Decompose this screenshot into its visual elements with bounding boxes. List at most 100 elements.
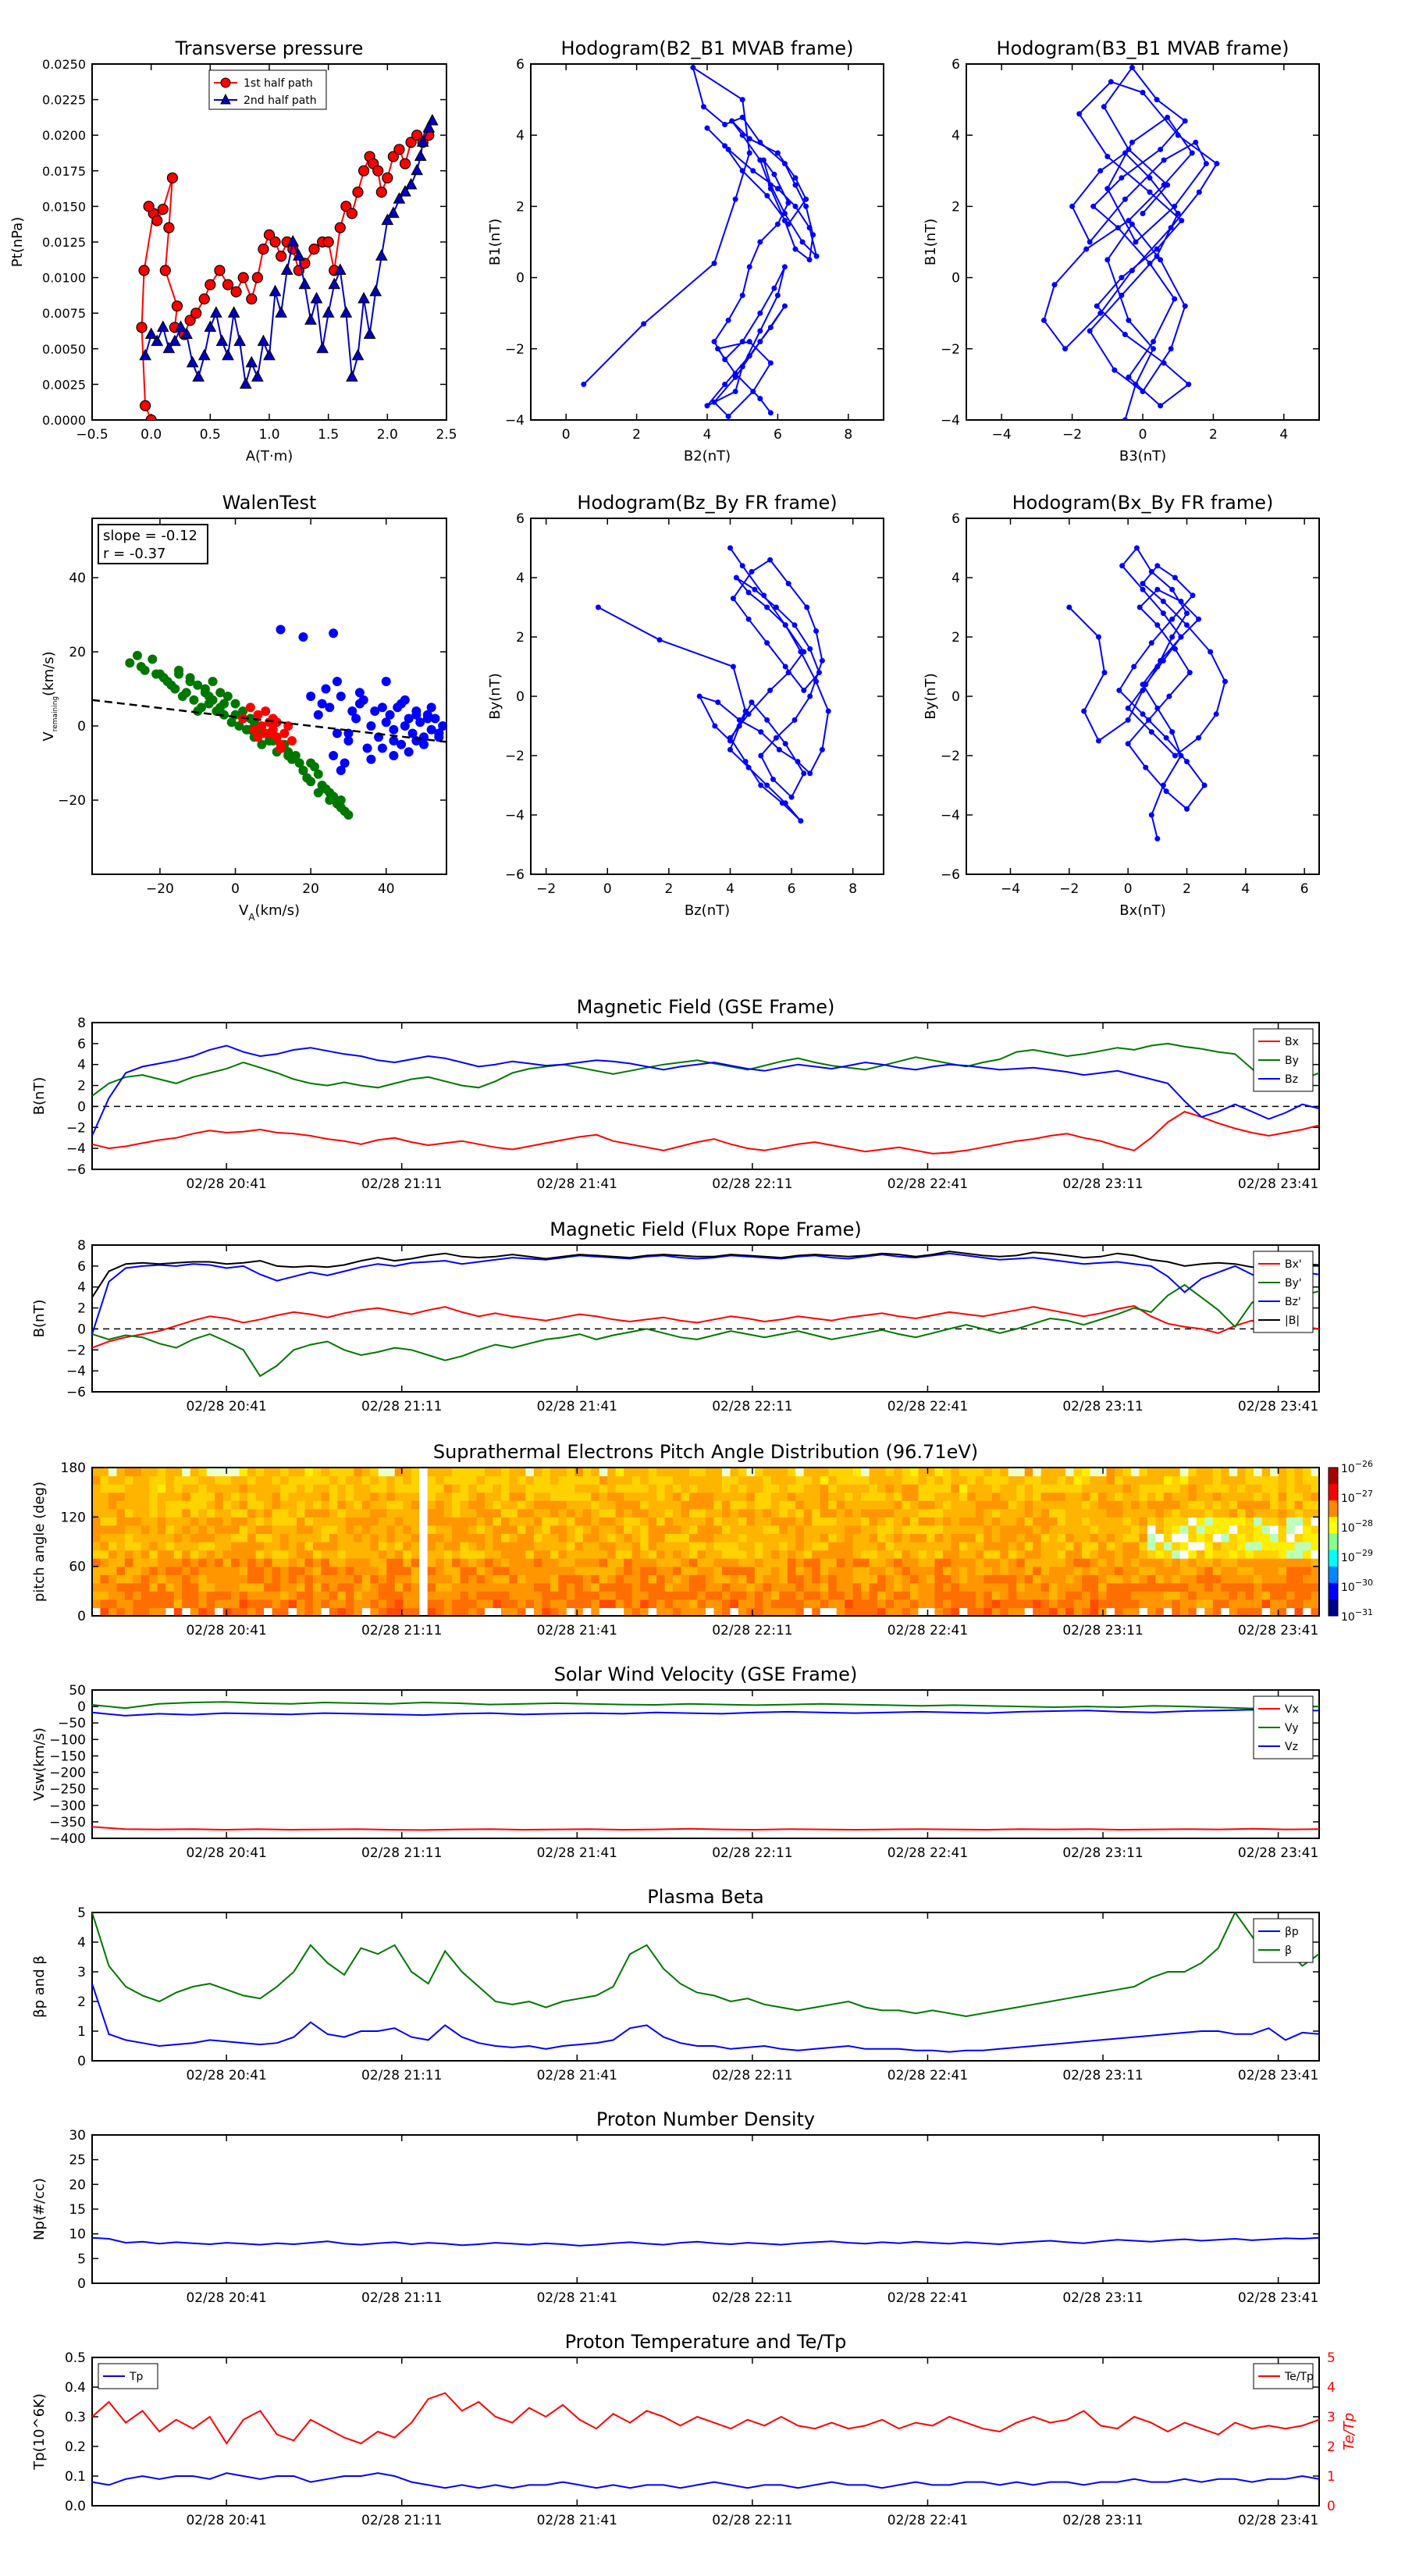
pitch-angle-distribution-cell: [354, 1574, 363, 1584]
pitch-angle-distribution-cell: [942, 1525, 951, 1535]
pitch-angle-distribution-cell: [182, 1468, 191, 1477]
transverse-pressure-point: [346, 370, 358, 382]
pitch-angle-distribution-cell: [264, 1533, 273, 1542]
pitch-angle-distribution-cell: [157, 1500, 166, 1510]
transverse-pressure-point: [381, 213, 394, 226]
pitch-angle-distribution-cell: [951, 1582, 960, 1592]
pitch-angle-distribution-cell: [419, 1517, 429, 1526]
hodogram-b2-b1-point: [771, 285, 777, 291]
pitch-angle-distribution-cell: [664, 1574, 674, 1584]
pitch-angle-distribution-cell: [1229, 1484, 1238, 1493]
pitch-angle-distribution-cell: [803, 1468, 813, 1477]
pitch-angle-distribution-cell: [1179, 1574, 1189, 1584]
pitch-angle-distribution-cell: [361, 1492, 371, 1501]
pitch-angle-distribution-cell: [984, 1484, 993, 1493]
pitch-angle-distribution-cell: [378, 1607, 387, 1616]
pitch-angle-distribution-cell: [631, 1566, 641, 1575]
pitch-angle-distribution-cell: [869, 1566, 878, 1575]
pitch-angle-distribution-cell: [640, 1566, 649, 1575]
pitch-angle-distribution-cell: [452, 1484, 461, 1493]
hodogram-b3-b1-point: [1104, 186, 1111, 192]
pitch-angle-distribution-cell: [108, 1591, 118, 1600]
pitch-angle-distribution-cell: [1229, 1492, 1238, 1501]
pitch-angle-distribution-cell: [92, 1582, 101, 1592]
pitch-angle-distribution-cell: [721, 1468, 731, 1477]
pitch-angle-distribution-cell: [337, 1500, 347, 1510]
pitch-angle-distribution-cell: [354, 1517, 363, 1526]
pitch-angle-distribution-cell: [738, 1484, 747, 1493]
transverse-pressure-legend-marker: [220, 93, 231, 105]
pitch-angle-distribution-cell: [190, 1558, 199, 1567]
pitch-angle-distribution-cell: [1278, 1475, 1287, 1485]
pitch-angle-distribution-cell: [885, 1599, 895, 1609]
pitch-angle-distribution-cell: [329, 1475, 338, 1485]
pitch-angle-distribution-cell: [1049, 1468, 1058, 1477]
pitch-angle-distribution-cell: [100, 1566, 109, 1575]
pitch-angle-distribution-cell: [558, 1566, 567, 1575]
pitch-angle-distribution-cell: [1000, 1566, 1009, 1575]
hodogram-b2-b1-point: [746, 353, 752, 359]
pitch-angle-distribution-cell: [304, 1542, 314, 1551]
pitch-angle-distribution-cell: [1040, 1533, 1050, 1542]
pitch-angle-distribution-cell: [108, 1558, 118, 1567]
pitch-angle-distribution-cell: [370, 1599, 379, 1609]
hodogram-bx-by-point: [1125, 717, 1131, 723]
pitch-angle-distribution-cell: [427, 1574, 436, 1584]
pitch-angle-distribution-cell: [918, 1558, 927, 1567]
transverse-pressure-point: [159, 265, 171, 276]
hodogram-bz-by-point: [712, 723, 718, 729]
hodogram-bx-by-ylabel: By(nT): [923, 673, 939, 719]
pitch-angle-distribution-cell: [689, 1525, 699, 1535]
pitch-angle-distribution-cell: [1172, 1484, 1181, 1493]
pitch-angle-distribution-colorbar-segment: [1329, 1599, 1338, 1617]
pitch-angle-distribution-cell: [149, 1508, 158, 1517]
pitch-angle-distribution-cell: [1065, 1492, 1075, 1501]
pitch-angle-distribution-cell: [1245, 1492, 1254, 1501]
pitch-angle-distribution-cell: [116, 1475, 126, 1485]
pitch-angle-distribution-cell: [984, 1500, 993, 1510]
pitch-angle-distribution-cell: [378, 1500, 387, 1510]
hodogram-bx-by-point: [1131, 664, 1137, 670]
pitch-angle-distribution-cell: [574, 1582, 584, 1592]
pitch-angle-distribution-cell: [770, 1517, 780, 1526]
pitch-angle-distribution-cell: [934, 1607, 944, 1616]
pitch-angle-distribution-cell: [566, 1550, 575, 1559]
pitch-angle-distribution-cell: [403, 1492, 412, 1501]
pitch-angle-distribution-cell: [100, 1607, 109, 1616]
pitch-angle-distribution-cell: [443, 1492, 453, 1501]
pitch-angle-distribution-cell: [1163, 1484, 1172, 1493]
pitch-angle-distribution-cell: [1057, 1475, 1066, 1485]
hodogram-b3-b1-point: [1172, 296, 1178, 302]
pitch-angle-distribution-cell: [673, 1574, 682, 1584]
pitch-angle-distribution-cell: [624, 1525, 633, 1535]
hodogram-b3-b1-title: Hodogram(B3_B1 MVAB frame): [997, 37, 1289, 59]
pitch-angle-distribution-cell: [1196, 1484, 1205, 1493]
pitch-angle-distribution-cell: [92, 1591, 101, 1600]
pitch-angle-distribution-cell: [1237, 1517, 1247, 1526]
hodogram-bx-by-point: [1169, 729, 1176, 735]
pitch-angle-distribution-cell: [991, 1582, 1001, 1592]
pitch-angle-distribution-cell: [1090, 1591, 1099, 1600]
pitch-angle-distribution-cell: [1090, 1582, 1099, 1592]
pitch-angle-distribution-cell: [1261, 1500, 1271, 1510]
walen-test-point: [298, 632, 308, 642]
pitch-angle-distribution-cell: [321, 1533, 330, 1542]
hodogram-bz-by-point: [715, 699, 721, 706]
pitch-angle-distribution-cell: [689, 1533, 699, 1542]
pitch-angle-distribution-cell: [1221, 1550, 1230, 1559]
pitch-angle-distribution-cell: [297, 1468, 306, 1477]
pitch-angle-distribution-cell: [1016, 1550, 1026, 1559]
pitch-angle-distribution-cell: [264, 1582, 273, 1592]
pitch-angle-distribution-cell: [934, 1525, 944, 1535]
magnetic-field-fr-legend-label: By': [1285, 1277, 1302, 1290]
pitch-angle-distribution-cell: [476, 1574, 486, 1584]
pitch-angle-distribution-cell: [215, 1468, 224, 1477]
walen-test-point: [381, 717, 391, 728]
hodogram-b2-b1-point: [725, 146, 731, 152]
pitch-angle-distribution-cell: [1270, 1475, 1279, 1485]
hodogram-b2-b1-point: [732, 371, 738, 377]
walen-test-point: [166, 680, 176, 690]
pitch-angle-distribution-cell: [836, 1525, 845, 1535]
hodogram-bz-by-point: [791, 717, 798, 723]
pitch-angle-distribution-cell: [288, 1607, 297, 1616]
